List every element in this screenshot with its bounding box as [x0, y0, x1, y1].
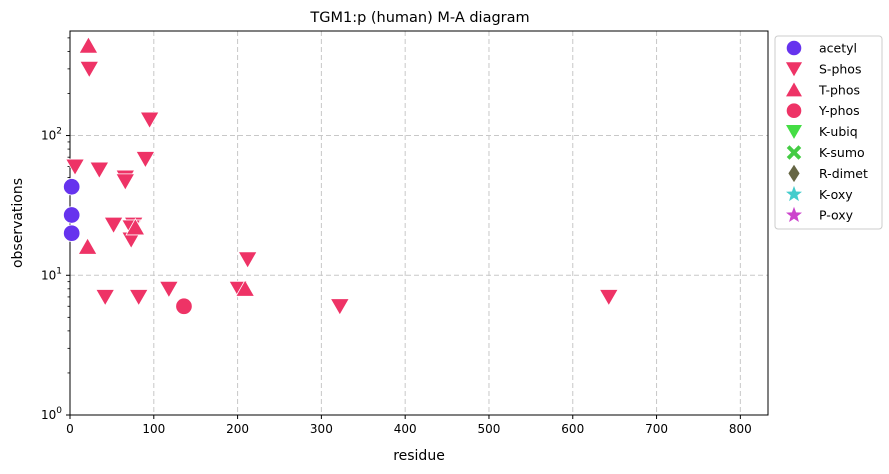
- grid: [70, 31, 768, 415]
- legend-marker-s-phos: [784, 61, 804, 78]
- legend-label-t-phos: T-phos: [818, 82, 860, 97]
- legend-label-s-phos: S-phos: [819, 61, 861, 76]
- legend-label-k-ubiq: K-ubiq: [819, 124, 858, 139]
- data-point-s-phos: [598, 289, 619, 307]
- x-tick-label: 400: [394, 422, 417, 436]
- x-tick-label: 0: [66, 422, 74, 436]
- legend-marker-acetyl: [785, 39, 803, 57]
- x-axis-label: residue: [393, 448, 445, 464]
- y-axis-label: observations: [10, 178, 26, 268]
- x-tick-label: 600: [561, 422, 584, 436]
- data-point-s-phos: [79, 60, 100, 79]
- data-point-acetyl: [63, 224, 81, 242]
- data-point-t-phos: [78, 36, 99, 54]
- data-point-s-phos: [237, 251, 258, 269]
- data-point-s-phos: [65, 158, 86, 177]
- data-point-s-phos: [135, 151, 156, 169]
- legend-marker-y-phos: [785, 102, 803, 119]
- data-points: [63, 36, 619, 316]
- y-tick-label: 102: [41, 127, 62, 143]
- data-point-acetyl: [63, 206, 81, 224]
- data-point-y-phos: [175, 297, 193, 315]
- x-tick-label: 200: [226, 422, 249, 436]
- data-point-s-phos: [95, 289, 116, 307]
- data-point-s-phos: [139, 111, 160, 130]
- legend-label-r-dimet: R-dimet: [819, 166, 868, 181]
- data-point-t-phos: [77, 237, 98, 255]
- chart-title: TGM1:p (human) M-A diagram: [309, 10, 529, 26]
- legend-label-p-oxy: P-oxy: [819, 208, 854, 223]
- data-point-t-phos: [125, 217, 146, 236]
- x-tick-label: 100: [142, 422, 165, 436]
- data-point-s-phos: [158, 280, 179, 299]
- legend-label-k-oxy: K-oxy: [819, 187, 853, 202]
- data-point-s-phos: [89, 161, 110, 180]
- x-tick-label: 500: [478, 422, 501, 436]
- data-point-s-phos: [115, 173, 136, 191]
- legend-marker-t-phos: [784, 80, 804, 98]
- axis-ticks: 0 100 200 300 400 500 600 700 800 100 101 102: [41, 37, 752, 436]
- x-tick-label: 300: [310, 422, 333, 436]
- legend-marker-r-dimet: [788, 164, 800, 183]
- y-tick-label: 100: [41, 406, 62, 422]
- legend-box: [774, 35, 883, 230]
- data-point-t-phos: [235, 279, 256, 297]
- data-point-acetyl: [63, 178, 81, 196]
- legend: acetyl S-phos T-phos Y-phos K-ubiq K-sumo R-di…: [774, 35, 883, 230]
- legend-marker-p-oxy: [786, 206, 802, 222]
- x-tick-label: 800: [729, 422, 752, 436]
- legend-marker-k-oxy: [786, 185, 802, 202]
- y-tick-label: 101: [41, 266, 62, 282]
- plot-area: [69, 30, 769, 416]
- legend-label-y-phos: Y-phos: [818, 103, 860, 118]
- legend-marker-k-sumo: [786, 145, 802, 160]
- legend-label-k-sumo: K-sumo: [819, 145, 865, 160]
- data-point-s-phos: [103, 216, 124, 235]
- legend-marker-k-ubiq: [784, 124, 804, 141]
- x-tick-label: 700: [645, 422, 668, 436]
- data-point-s-phos: [128, 289, 149, 307]
- legend-label-acetyl: acetyl: [819, 41, 857, 56]
- data-point-s-phos: [329, 298, 350, 316]
